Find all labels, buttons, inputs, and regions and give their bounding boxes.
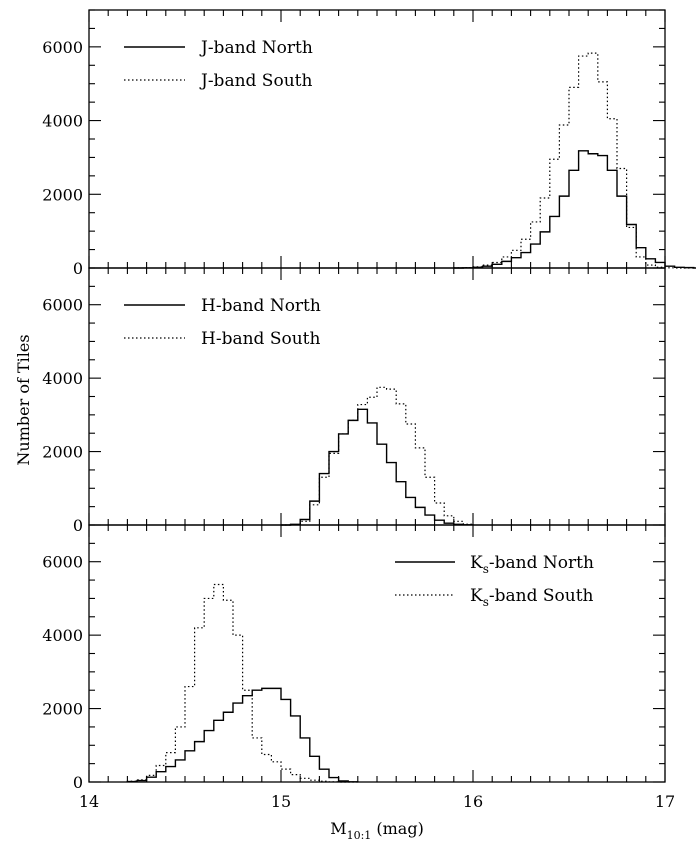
x-axis-title-subscript: 10:1 <box>347 829 372 842</box>
y-tick-label: 0 <box>73 259 83 278</box>
series-north-middle <box>281 408 474 526</box>
panel-frame <box>88 9 666 269</box>
panel-top: 0 2000 4000 6000 J-band North J-band South <box>42 9 696 278</box>
y-axis-title: Number of Tiles <box>14 334 33 465</box>
legend-label: Ks-band North <box>470 553 594 576</box>
x-axis-title-main: M <box>330 819 346 838</box>
y-tick-label: 6000 <box>42 553 83 572</box>
y-tick-label: 6000 <box>42 38 83 57</box>
panel-bottom: 0 2000 4000 6000 14 15 16 17 Ks-band North Ks-ban… <box>42 524 675 811</box>
x-axis-title: M10:1 (mag) <box>330 819 424 842</box>
y-tick-label: 4000 <box>42 626 83 645</box>
series-south-top <box>453 52 696 269</box>
y-tick-label: 2000 <box>42 700 83 719</box>
x-tick-label: 16 <box>463 792 483 811</box>
panel-middle: 0 2000 4000 6000 H-band North H-band South <box>42 267 666 535</box>
series-north-top <box>453 150 696 269</box>
series-south-bottom <box>126 583 358 783</box>
x-tick-label: 15 <box>271 792 291 811</box>
legend-label: J-band North <box>199 38 313 58</box>
legend-label: H-band South <box>201 329 320 349</box>
y-tick-label: 2000 <box>42 443 83 462</box>
y-tick-label: 4000 <box>42 369 83 388</box>
legend-label: J-band South <box>199 71 312 91</box>
x-tick-label: 14 <box>79 792 99 811</box>
y-tick-label: 4000 <box>42 112 83 131</box>
legend-label: Ks-band South <box>470 586 594 609</box>
y-tick-label: 2000 <box>42 185 83 204</box>
series-south-middle <box>281 386 474 526</box>
y-tick-label: 0 <box>73 773 83 792</box>
y-tick-label: 6000 <box>42 296 83 315</box>
series-north-bottom <box>126 687 359 783</box>
legend-label: H-band North <box>201 296 321 316</box>
panels-group: 0 2000 4000 6000 J-band North J-band South 0 20… <box>42 9 696 811</box>
y-tick-label: 0 <box>73 516 83 535</box>
x-axis-title-unit: (mag) <box>376 819 423 838</box>
x-tick-label: 17 <box>655 792 675 811</box>
